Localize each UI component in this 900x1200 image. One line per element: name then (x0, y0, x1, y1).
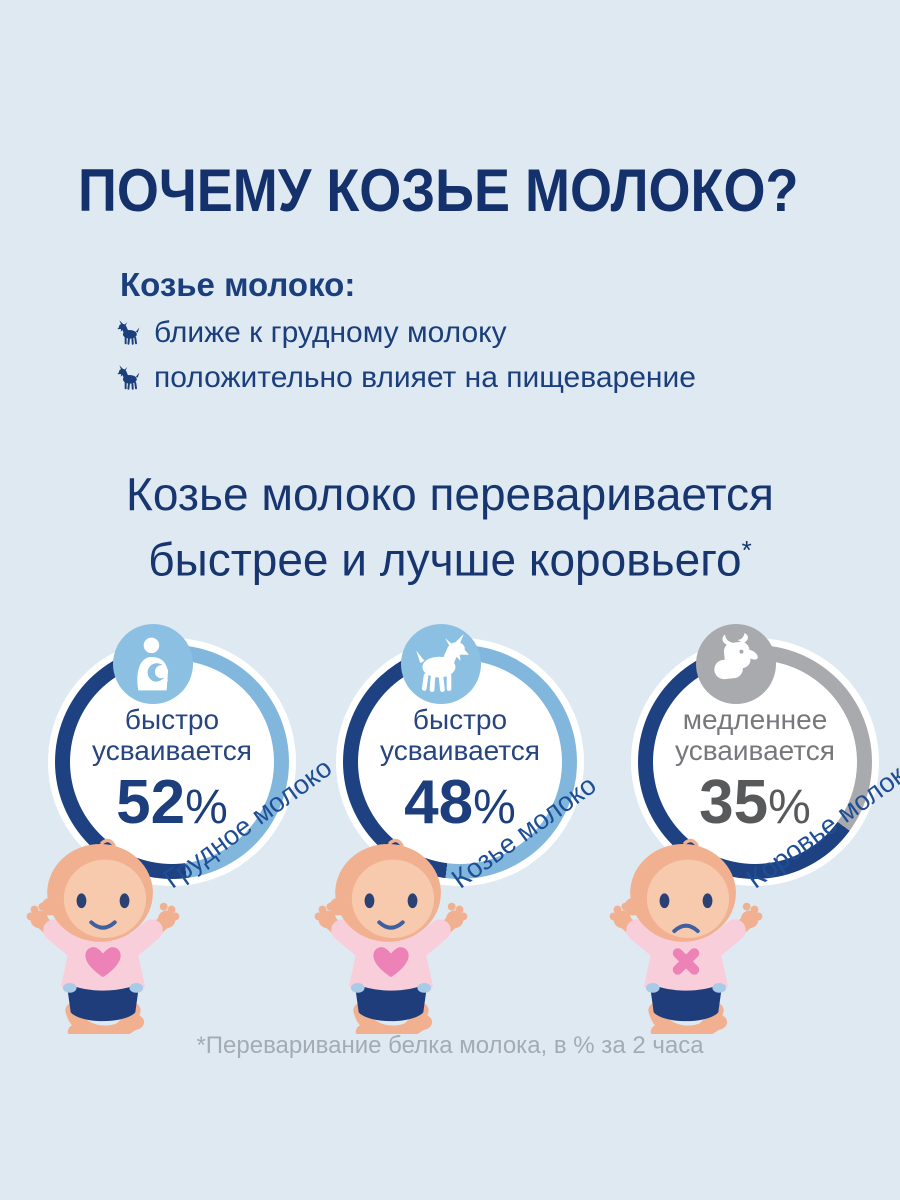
bullet-item: положительно влияет на пищеварение (116, 361, 696, 395)
donut-line2: усваивается (675, 735, 835, 766)
footnote: *Переваривание белка молока, в % за 2 ча… (196, 1032, 704, 1059)
donut-text: быстро усваивается 48% (360, 704, 560, 839)
breastfeeding-icon (113, 624, 193, 704)
value-unit: % (768, 781, 811, 834)
donut-line2: усваивается (92, 735, 252, 766)
bullet-text: ближе к грудному молоку (154, 316, 507, 349)
value-unit: % (473, 781, 516, 834)
donut-value: 48% (404, 772, 516, 839)
donut-line2: усваивается (380, 735, 540, 766)
donut-line1: быстро (124, 704, 220, 735)
donut-value: 35% (699, 772, 811, 839)
cow-icon (696, 624, 776, 704)
value-number: 35 (699, 768, 769, 837)
goat-bullet-icon (117, 320, 140, 345)
donut-line1: медленнее (682, 704, 828, 735)
page-title: ПОЧЕМУ КОЗЬЕ МОЛОКО? (78, 157, 799, 224)
footnote-marker: * (741, 535, 752, 565)
bullet-text: положительно влияет на пищеварение (154, 361, 696, 394)
donut-chart-goat-milk: быстро усваивается 48% Козье молоко (310, 612, 610, 1042)
donut-chart-cow-milk: медленнее усваивается 35% Коровье молоко (605, 612, 900, 1042)
subtitle-line1: Козье молоко переваривается (126, 468, 774, 520)
baby-illustration (26, 838, 180, 1034)
donut-text: быстро усваивается 52% (72, 704, 272, 839)
baby-illustration (609, 838, 763, 1034)
intro-heading: Козье молоко: (120, 266, 356, 303)
section-subtitle: Козье молоко переваривается быстрее и лу… (0, 466, 900, 587)
bullet-item: ближе к грудному молоку (116, 316, 507, 350)
donut-chart-breast-milk: быстро усваивается 52% Грудное молоко (22, 612, 337, 1042)
donut-value: 52% (116, 772, 228, 839)
value-unit: % (185, 781, 228, 834)
baby-illustration (314, 838, 468, 1034)
subtitle-line2: быстрее и лучше коровьего (148, 533, 742, 586)
goat-bullet-icon (117, 365, 140, 390)
value-number: 52 (116, 768, 186, 837)
donut-text: медленнее усваивается 35% (655, 704, 855, 839)
value-number: 48 (404, 768, 474, 837)
goat-icon (401, 624, 481, 704)
donut-line1: быстро (412, 704, 508, 735)
